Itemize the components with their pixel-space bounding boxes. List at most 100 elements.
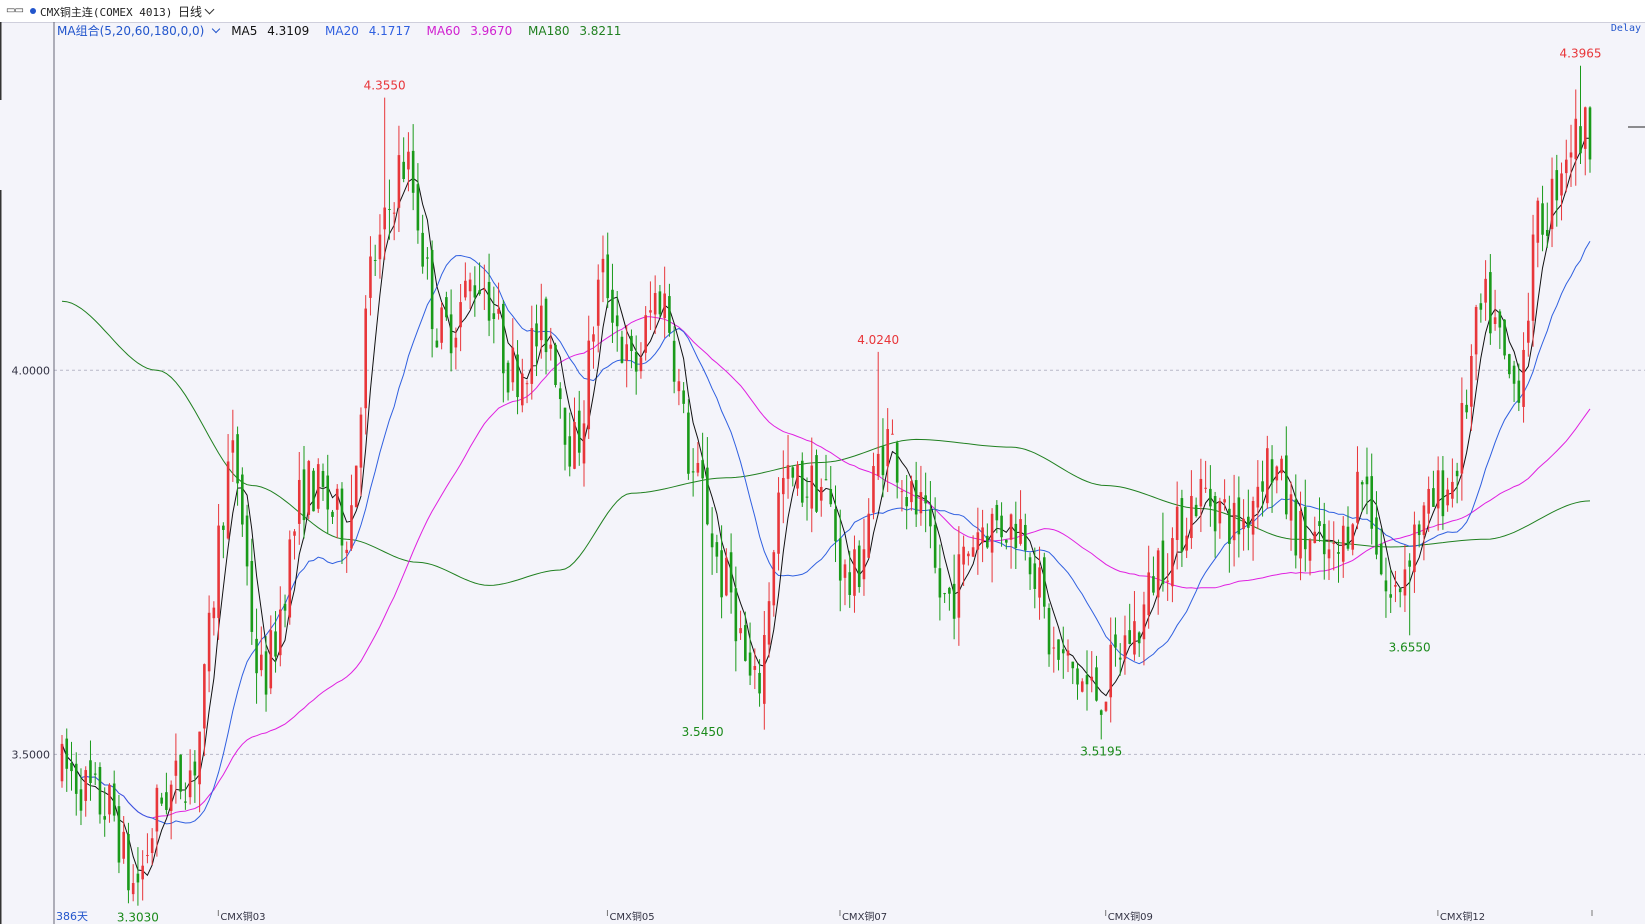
window-restore-icon[interactable]: ▭▭ — [6, 5, 24, 16]
candle-body-down — [1417, 524, 1421, 536]
candle-body-down — [729, 552, 733, 593]
ma60-line — [61, 316, 1591, 819]
candle-body-down — [1322, 523, 1326, 555]
candle-body-up — [226, 461, 230, 539]
candle-body-up — [84, 770, 88, 801]
candle-body-up — [886, 429, 889, 467]
candle-body-up — [108, 784, 111, 815]
candle-body-up — [725, 557, 728, 596]
candle-body-down — [1541, 203, 1544, 235]
candle-body-up — [1171, 538, 1174, 587]
candle-body-down — [1398, 588, 1402, 593]
candle-body-down — [687, 412, 690, 474]
candle-body-up — [1019, 519, 1022, 544]
candle-body-down — [255, 638, 258, 674]
candle-body-down — [98, 766, 102, 815]
candle-body-up — [378, 234, 382, 260]
candle-body-down — [1555, 170, 1559, 201]
candle-body-up — [891, 433, 894, 435]
candle-body-up — [872, 466, 875, 513]
candle-body-down — [568, 436, 572, 467]
candle-body-down — [326, 475, 330, 510]
status-dot-icon — [30, 8, 36, 14]
ma60-legend: MA60 3.9670 — [426, 24, 513, 38]
candle-body-down — [1076, 668, 1079, 685]
candle-body-up — [369, 256, 372, 298]
candle-body-down — [848, 572, 852, 595]
candle-body-up — [1569, 152, 1573, 158]
candle-body-up — [335, 488, 339, 510]
candle-body-up — [131, 883, 135, 895]
price-extreme-label: 4.3965 — [1560, 47, 1602, 61]
candle-body-down — [1137, 632, 1141, 644]
candle-body-down — [274, 631, 277, 657]
candle-body-up — [786, 465, 790, 479]
candle-body-up — [511, 347, 515, 383]
candle-body-down — [193, 761, 197, 776]
candle-body-down — [838, 538, 842, 581]
candle-body-down — [1209, 488, 1212, 507]
candle-body-down — [103, 816, 107, 820]
candle-body-down — [558, 388, 562, 400]
candle-body-down — [1095, 667, 1098, 701]
x-tick-label: CMX铜12 — [1440, 911, 1485, 923]
candle-body-up — [1185, 535, 1188, 551]
ma-combo-selector[interactable]: MA组合(5,20,60,180,0,0) — [57, 24, 227, 38]
candle-body-up — [1446, 489, 1449, 506]
candle-body-down — [857, 545, 861, 588]
candle-body-down — [672, 340, 676, 382]
candle-body-up — [1147, 572, 1150, 616]
candle-body-down — [487, 281, 491, 321]
price-extreme-label: 3.5195 — [1080, 744, 1122, 758]
period-selector[interactable]: 日线 — [178, 3, 215, 20]
candle-body-up — [739, 628, 742, 634]
candle-body-down — [895, 442, 899, 483]
candle-body-down — [506, 362, 510, 393]
candle-body-up — [297, 479, 301, 524]
candle-body-up — [440, 307, 443, 343]
candle-body-up — [919, 492, 923, 514]
price-extreme-label: 4.3550 — [364, 79, 406, 93]
candle-body-up — [1493, 317, 1497, 324]
candle-body-up — [1332, 542, 1336, 544]
candle-body-up — [278, 609, 282, 656]
candle-body-up — [1394, 584, 1397, 587]
candle-body-up — [573, 422, 576, 469]
candle-body-down — [1389, 594, 1392, 598]
candle-body-down — [1512, 365, 1516, 384]
candle-body-up — [1474, 306, 1478, 355]
candle-body-down — [302, 469, 306, 521]
candle-body-down — [1033, 563, 1037, 589]
candle-body-down — [1099, 710, 1103, 715]
candle-body-up — [1232, 502, 1236, 541]
candle-body-up — [359, 414, 363, 468]
candle-body-down — [117, 806, 121, 863]
candle-body-up — [459, 302, 462, 328]
candle-body-up — [843, 564, 847, 578]
ma-combo-label: MA组合(5,20,60,180,0,0) — [57, 24, 205, 38]
candle-body-up — [1052, 647, 1056, 649]
candle-body-up — [1308, 539, 1312, 561]
candle-body-down — [668, 296, 671, 333]
candle-body-up — [862, 549, 866, 580]
candle-body-up — [497, 308, 500, 314]
candle-body-down — [658, 291, 662, 315]
candle-body-down — [449, 314, 453, 354]
candle-body-down — [682, 390, 685, 404]
candle-body-up — [601, 258, 605, 273]
candle-body-up — [1536, 200, 1540, 243]
chart-labels: 4.3550 4.0240 4.3965 3.5450 3.5195 3.6550 3.30… — [117, 47, 1602, 924]
candle-body-up — [1123, 635, 1127, 660]
candle-body-up — [1574, 118, 1578, 160]
candle-body-up — [653, 293, 657, 315]
candle-body-up — [397, 155, 401, 208]
candle-body-down — [1057, 639, 1060, 660]
candle-body-up — [354, 465, 358, 508]
candle-body-down — [1247, 516, 1250, 528]
candle-body-down — [933, 524, 937, 568]
candle-body-down — [1180, 498, 1184, 552]
candle-body-up — [60, 743, 64, 782]
candle-body-down — [321, 470, 325, 487]
x-tick-label: CMX铜03 — [220, 911, 265, 923]
